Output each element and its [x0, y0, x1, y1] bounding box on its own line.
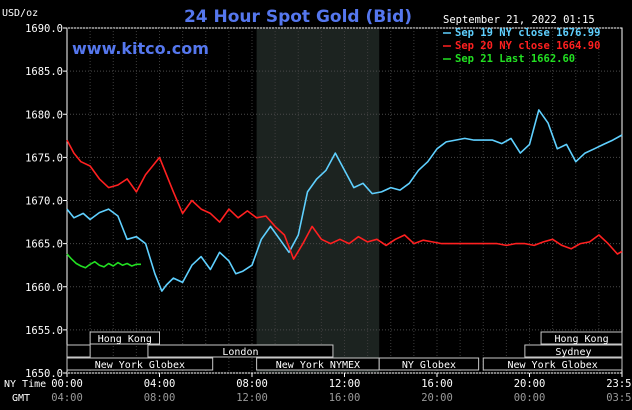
legend-entry: Sep 20 NY close 1664.90 [455, 40, 600, 52]
ny-time-tick-label: 20:00 [514, 378, 546, 390]
session-box [482, 357, 623, 371]
y-axis: 1690.0 1685.0 1680.0 1675.0 1670.0 1665.0 1660… [25, 23, 67, 380]
session-label: New York Globex [95, 360, 185, 371]
ny-time-tick-label: 04:00 [144, 378, 176, 390]
gmt-tick-label: 00:00 [514, 392, 546, 404]
series-line [66, 139, 623, 260]
y-tick-label: 1665.0 [25, 239, 63, 251]
legend-entry: Sep 21 Last 1662.60 [455, 53, 575, 65]
session-box [66, 357, 214, 371]
legend-entry: Sep 19 NY close 1676.99 [455, 27, 600, 39]
y-tick-label: 1680.0 [25, 109, 63, 121]
gmt-tick-label: 04:00 [51, 392, 83, 404]
session-box [540, 331, 623, 345]
grid-lines [67, 27, 622, 374]
shaded-trading-region [256, 29, 380, 372]
y-tick-label: 1670.0 [25, 196, 63, 208]
x-axis: 00:00 04:00 08:00 12:00 16:00 20:00 23:59 04:00… [51, 373, 632, 404]
ny-time-row-label: NY Time [4, 379, 46, 390]
chart-title: 24 Hour Spot Gold (Bid) [184, 7, 412, 27]
session-bars: Hong Kong London New York Globex New York N… [66, 331, 623, 371]
session-box [66, 344, 91, 358]
y-tick-label: 1655.0 [25, 325, 63, 337]
ny-time-tick-label: 12:00 [329, 378, 361, 390]
session-label: Sydney [555, 347, 591, 358]
y-tick-label: 1685.0 [25, 66, 63, 78]
ny-time-tick-label: 00:00 [51, 378, 83, 390]
ny-time-tick-label: 23:59 [606, 378, 632, 390]
y-axis-unit: USD/oz [2, 8, 38, 19]
y-tick-label: 1690.0 [25, 23, 63, 35]
series-lines [66, 109, 623, 292]
gmt-tick-label: 20:00 [421, 392, 453, 404]
ny-time-tick-label: 16:00 [421, 378, 453, 390]
session-label: New York NYMEX [276, 360, 360, 371]
session-label: London [222, 347, 258, 358]
session-label: New York Globex [507, 360, 597, 371]
y-tick-label: 1660.0 [25, 282, 63, 294]
gmt-row-label: GMT [12, 393, 30, 404]
gmt-tick-label: 16:00 [329, 392, 361, 404]
y-tick-label: 1650.0 [25, 368, 63, 380]
y-tick-label: 1675.0 [25, 152, 63, 164]
timestamp: September 21, 2022 01:15 [443, 14, 595, 26]
session-box [147, 344, 334, 358]
series-line [66, 109, 623, 292]
series-line [66, 253, 141, 269]
gmt-tick-label: 03:59 [606, 392, 632, 404]
ny-time-tick-label: 08:00 [236, 378, 268, 390]
session-box [524, 344, 623, 358]
session-label: Hong Kong [98, 334, 152, 345]
kitco-watermark: www.kitco.com [72, 39, 209, 58]
session-label: Hong Kong [554, 334, 608, 345]
gmt-tick-label: 12:00 [236, 392, 268, 404]
session-box [89, 331, 160, 345]
gmt-tick-label: 08:00 [144, 392, 176, 404]
session-label: NY Globex [402, 360, 456, 371]
session-box [378, 357, 480, 371]
